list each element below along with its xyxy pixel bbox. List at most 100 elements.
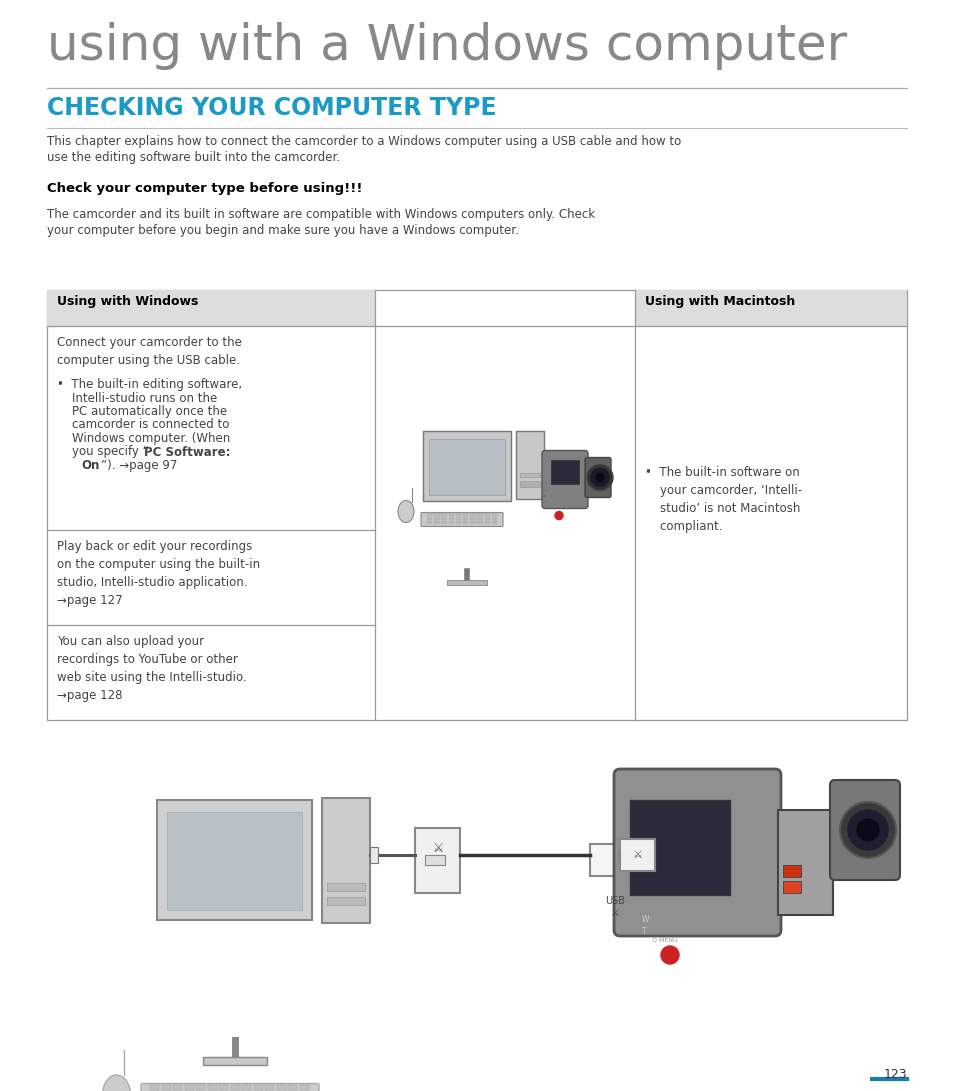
Bar bbox=[447, 579, 486, 585]
Bar bbox=[299, 1086, 309, 1090]
Circle shape bbox=[856, 819, 878, 841]
Circle shape bbox=[586, 465, 613, 491]
Bar bbox=[516, 431, 543, 499]
Text: PC automatically once the: PC automatically once the bbox=[57, 405, 227, 418]
Bar bbox=[778, 810, 832, 915]
Bar bbox=[519, 472, 539, 477]
Text: ⚔: ⚔ bbox=[633, 850, 642, 860]
FancyBboxPatch shape bbox=[541, 451, 587, 508]
Bar bbox=[470, 513, 476, 516]
Text: You can also upload your
recordings to YouTube or other
web site using the Intel: You can also upload your recordings to Y… bbox=[57, 635, 247, 702]
Bar bbox=[476, 513, 482, 516]
Bar bbox=[456, 517, 461, 519]
Text: Windows computer. (When: Windows computer. (When bbox=[57, 432, 230, 445]
Circle shape bbox=[840, 802, 895, 858]
Text: •  The built-in editing software,: • The built-in editing software, bbox=[57, 377, 242, 391]
Bar bbox=[231, 1086, 240, 1090]
Text: your computer before you begin and make sure you have a Windows computer.: your computer before you begin and make … bbox=[47, 224, 518, 237]
Text: On: On bbox=[81, 459, 99, 472]
Bar bbox=[219, 1086, 229, 1090]
Bar bbox=[242, 1086, 252, 1090]
Bar bbox=[427, 513, 432, 516]
Text: Play back or edit your recordings
on the computer using the built-in
studio, Int: Play back or edit your recordings on the… bbox=[57, 540, 260, 607]
Bar bbox=[427, 521, 432, 524]
Bar bbox=[162, 1086, 171, 1090]
Text: use the editing software built into the camcorder.: use the editing software built into the … bbox=[47, 151, 340, 164]
FancyBboxPatch shape bbox=[829, 780, 899, 880]
Text: The camcorder and its built in software are compatible with Windows computers on: The camcorder and its built in software … bbox=[47, 208, 595, 221]
Circle shape bbox=[555, 512, 562, 519]
Ellipse shape bbox=[102, 1075, 131, 1091]
Circle shape bbox=[847, 810, 887, 850]
Bar bbox=[151, 1086, 159, 1090]
Bar bbox=[434, 521, 439, 524]
Bar bbox=[492, 513, 497, 516]
Bar bbox=[635, 290, 906, 326]
Text: Q MENU: Q MENU bbox=[651, 937, 677, 942]
Bar bbox=[429, 439, 504, 494]
Bar bbox=[476, 517, 482, 519]
Bar bbox=[288, 1086, 297, 1090]
FancyBboxPatch shape bbox=[420, 513, 502, 527]
Text: USB
⚔: USB ⚔ bbox=[604, 896, 624, 918]
Bar bbox=[782, 882, 801, 894]
Bar bbox=[519, 480, 539, 487]
Bar bbox=[327, 897, 365, 904]
Text: PC Software:: PC Software: bbox=[144, 445, 231, 458]
Bar bbox=[203, 1057, 267, 1065]
Circle shape bbox=[596, 473, 603, 481]
Ellipse shape bbox=[397, 501, 414, 523]
Circle shape bbox=[590, 468, 608, 487]
Bar bbox=[470, 517, 476, 519]
Bar bbox=[462, 517, 468, 519]
Bar bbox=[484, 517, 490, 519]
Bar bbox=[441, 521, 446, 524]
Bar bbox=[456, 521, 461, 524]
Bar bbox=[196, 1086, 205, 1090]
Bar bbox=[462, 513, 468, 516]
Text: Check your computer type before using!!!: Check your computer type before using!!! bbox=[47, 182, 362, 195]
Bar bbox=[47, 290, 906, 720]
Text: Connect your camcorder to the
computer using the USB cable.: Connect your camcorder to the computer u… bbox=[57, 336, 242, 367]
Bar bbox=[253, 1086, 263, 1090]
Bar bbox=[484, 521, 490, 524]
Text: Using with Macintosh: Using with Macintosh bbox=[644, 295, 795, 308]
Bar bbox=[276, 1086, 286, 1090]
FancyBboxPatch shape bbox=[584, 457, 610, 497]
Bar bbox=[462, 521, 468, 524]
Bar bbox=[484, 513, 490, 516]
Text: camcorder is connected to: camcorder is connected to bbox=[57, 419, 229, 432]
Bar bbox=[422, 431, 511, 501]
Bar bbox=[173, 1086, 182, 1090]
Bar bbox=[441, 517, 446, 519]
Text: Using with Windows: Using with Windows bbox=[57, 295, 198, 308]
FancyBboxPatch shape bbox=[141, 1083, 318, 1091]
Bar bbox=[370, 847, 378, 863]
Text: •  The built-in software on
    your camcorder, ‘Intelli-
    studio’ is not Mac: • The built-in software on your camcorde… bbox=[644, 466, 801, 533]
Bar bbox=[327, 883, 365, 890]
Bar bbox=[168, 812, 302, 910]
Bar bbox=[427, 517, 432, 519]
Text: W
T: W T bbox=[641, 915, 649, 936]
Bar bbox=[434, 513, 439, 516]
Text: 123: 123 bbox=[882, 1068, 906, 1081]
Bar bbox=[448, 517, 454, 519]
Bar bbox=[551, 459, 578, 483]
Bar bbox=[476, 521, 482, 524]
Bar bbox=[47, 290, 375, 326]
Bar bbox=[629, 800, 729, 895]
Bar bbox=[456, 513, 461, 516]
Bar bbox=[619, 839, 655, 871]
FancyBboxPatch shape bbox=[614, 769, 781, 936]
Bar bbox=[265, 1086, 274, 1090]
Bar bbox=[492, 517, 497, 519]
Text: This chapter explains how to connect the camcorder to a Windows computer using a: This chapter explains how to connect the… bbox=[47, 135, 680, 148]
Bar bbox=[157, 800, 313, 920]
Text: ⚔: ⚔ bbox=[432, 841, 442, 854]
Bar bbox=[424, 855, 444, 865]
Text: MODE: MODE bbox=[848, 940, 869, 946]
Text: ”). →page 97: ”). →page 97 bbox=[101, 459, 177, 472]
Bar bbox=[185, 1086, 193, 1090]
Bar bbox=[441, 513, 446, 516]
Bar bbox=[470, 521, 476, 524]
